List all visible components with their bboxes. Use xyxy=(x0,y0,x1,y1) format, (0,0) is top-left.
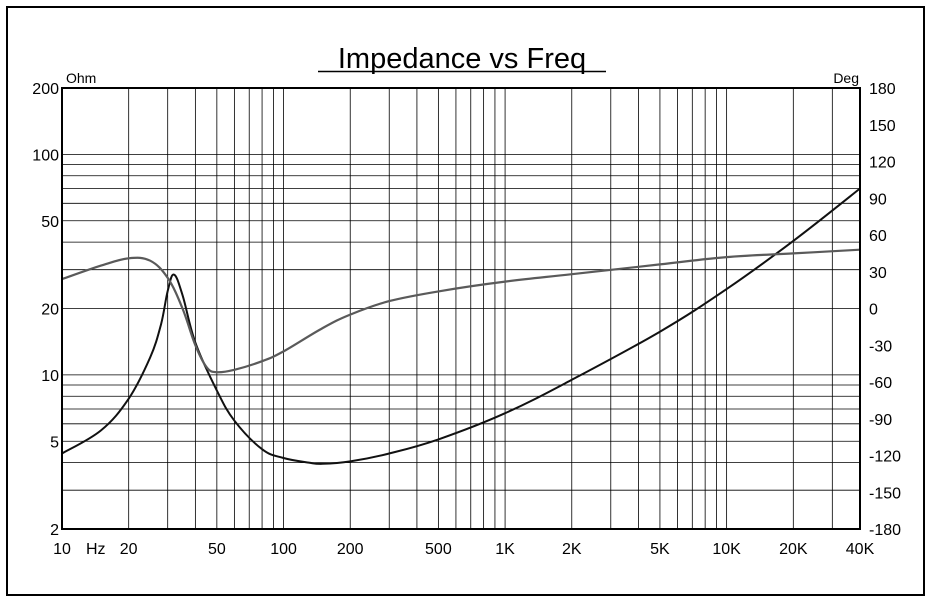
y-right-tick-label: -180 xyxy=(869,522,901,539)
y-right-tick-label: 90 xyxy=(869,191,887,208)
y-right-tick-label: 180 xyxy=(869,81,896,98)
y-right-tick-label: 0 xyxy=(869,302,878,319)
y-left-tick-label: 2 xyxy=(50,522,59,539)
y-right-tick-label: -90 xyxy=(869,412,892,429)
y-right-tick-label: -150 xyxy=(869,485,901,502)
x-tick-label: 500 xyxy=(425,541,452,558)
right-axis-unit: Deg xyxy=(833,70,859,86)
x-tick-label: 10K xyxy=(712,541,741,558)
y-right-tick-label: 120 xyxy=(869,155,896,172)
tick-labels: 10 20 50 100 200 500 1K 2K 5K 10K 20K 40K2001005020… xyxy=(32,81,901,558)
x-tick-label: 200 xyxy=(337,541,364,558)
y-right-tick-label: -30 xyxy=(869,338,892,355)
series-lines xyxy=(61,187,861,465)
grid xyxy=(62,88,860,529)
x-tick-label: 100 xyxy=(270,541,297,558)
y-left-tick-label: 10 xyxy=(41,368,59,385)
x-tick-label: 40K xyxy=(846,541,875,558)
phase-line xyxy=(61,248,861,374)
x-tick-label: 10 xyxy=(53,541,71,558)
impedance-line xyxy=(61,187,861,465)
chart-title: Impedance vs Freq xyxy=(338,43,586,75)
x-tick-label: 5K xyxy=(650,541,670,558)
y-left-tick-label: 50 xyxy=(41,214,59,231)
x-tick-label: 50 xyxy=(208,541,226,558)
x-axis-unit: Hz xyxy=(86,541,106,558)
y-right-tick-label: 30 xyxy=(869,265,887,282)
y-right-tick-label: 150 xyxy=(869,118,896,135)
y-right-tick-label: 60 xyxy=(869,228,887,245)
x-tick-label: 20K xyxy=(779,541,808,558)
plot-area xyxy=(61,87,861,530)
y-left-tick-label: 200 xyxy=(32,81,59,98)
x-tick-label: 1K xyxy=(495,541,515,558)
y-left-tick-label: 20 xyxy=(41,302,59,319)
chart-frame xyxy=(6,6,925,596)
x-tick-label: 2K xyxy=(562,541,582,558)
y-right-tick-label: -120 xyxy=(869,449,901,466)
x-tick-label: 20 xyxy=(120,541,138,558)
y-right-tick-label: -60 xyxy=(869,375,892,392)
left-axis-unit: Ohm xyxy=(66,70,96,86)
y-left-tick-label: 5 xyxy=(50,434,59,451)
y-left-tick-label: 100 xyxy=(32,147,59,164)
